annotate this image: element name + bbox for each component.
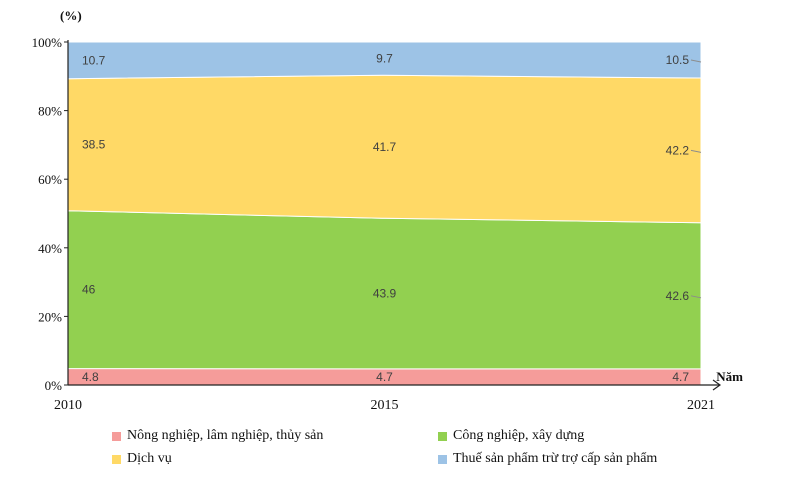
data-label: 43.9	[373, 287, 397, 301]
y-tick-label: 0%	[45, 378, 63, 393]
data-label: 41.7	[373, 140, 397, 154]
x-axis-arrow	[712, 379, 722, 391]
data-label: 46	[82, 283, 96, 297]
y-tick-label: 20%	[38, 309, 62, 324]
data-label: 10.7	[82, 53, 106, 67]
label-leader-line	[690, 149, 702, 153]
data-label: 4.8	[82, 370, 99, 384]
data-label: 10.5	[666, 53, 690, 67]
y-unit-label: (%)	[60, 8, 82, 23]
data-label: 4.7	[376, 370, 393, 384]
data-label: 42.2	[666, 143, 690, 157]
data-labels-group: 4.8 4.7 4.7 46 43.9 42.6 38.5 41.7 42.2 10.7 9.7 10…	[82, 52, 702, 384]
y-tick-label: 60%	[38, 172, 62, 187]
y-tick-label: 80%	[38, 104, 62, 119]
data-label: 4.7	[672, 370, 689, 384]
x-axis-title: Năm	[716, 369, 743, 384]
data-label: 38.5	[82, 138, 106, 152]
y-tick-label: 40%	[38, 241, 62, 256]
x-tick-label: 2010	[54, 398, 82, 413]
x-tick-label: 2015	[371, 398, 399, 413]
x-tick-label: 2021	[687, 398, 715, 413]
y-tick-label: 100%	[32, 35, 63, 50]
data-label: 42.6	[666, 289, 690, 303]
data-label: 9.7	[376, 52, 393, 66]
area-series-group	[67, 41, 702, 386]
label-leader-line	[690, 59, 702, 63]
label-leader-line	[690, 295, 702, 299]
